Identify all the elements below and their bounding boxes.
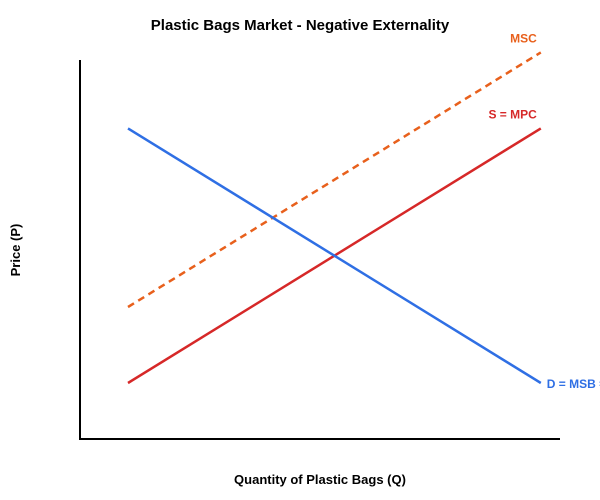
series-label-s-mpc: S = MPC (488, 107, 537, 121)
series-label-d-msb-mpb: D = MSB = MPB (547, 377, 600, 391)
series-line-d-msb-mpb (127, 127, 542, 385)
series-label-msc: MSC (510, 31, 537, 45)
y-axis-label: Price (P) (8, 224, 23, 277)
chart-title: Plastic Bags Market - Negative Externali… (151, 17, 450, 34)
series-layer: MSC S = MPC D = MSB = MPB (127, 31, 600, 391)
x-axis-label: Quantity of Plastic Bags (Q) (234, 472, 406, 487)
series-line-msc (127, 51, 542, 309)
